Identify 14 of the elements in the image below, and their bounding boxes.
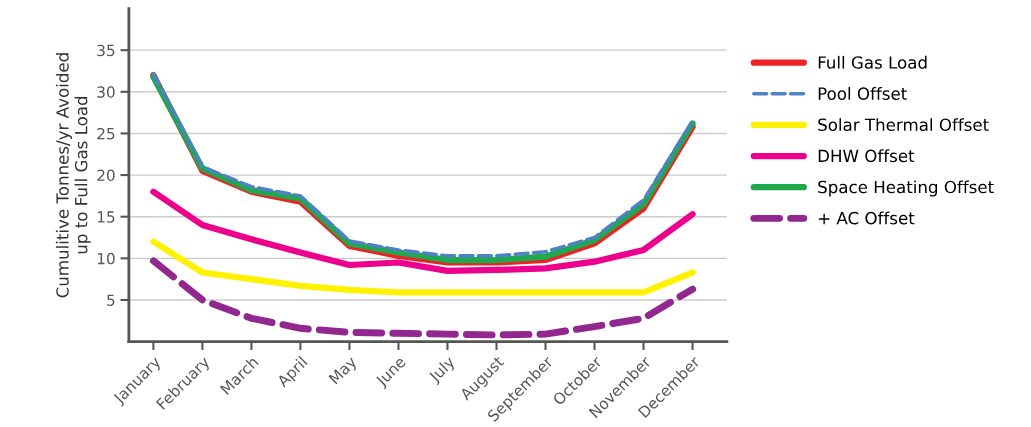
legend-label: DHW Offset <box>818 149 915 163</box>
y-tick-label: 10 <box>97 252 115 265</box>
y-tick-label: 15 <box>97 211 115 223</box>
legend-label: Pool Offset <box>818 87 907 100</box>
legend-label: Space Heating Offset <box>818 180 994 197</box>
y-tick-label: 25 <box>97 127 115 140</box>
y-tick-label: 5 <box>107 294 115 306</box>
y-axis-title: Cumulitive Tonnes/yr Avoided up to Full Gas Load <box>55 53 91 298</box>
legend-label: Full Gas Load <box>818 55 927 69</box>
legend-label: Solar Thermal Offset <box>818 118 989 132</box>
y-tick-label: 35 <box>97 44 115 57</box>
legend-label: + AC Offset <box>818 211 915 225</box>
y-tick-label: 30 <box>97 86 115 98</box>
y-tick-label: 20 <box>97 169 115 182</box>
